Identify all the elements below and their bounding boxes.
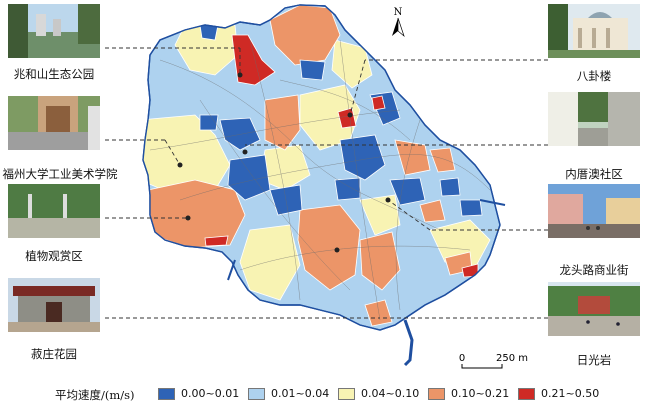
legend-label-3: 0.04~0.10: [361, 387, 420, 400]
caption-plant-area: 植物观赏区: [25, 249, 83, 263]
point-fzu-art: [177, 162, 183, 168]
location-points: [177, 72, 391, 253]
caption-fzu-art: 福州大学工业美术学院: [2, 167, 118, 181]
pier-west: [227, 259, 236, 281]
north-label: N: [394, 7, 403, 18]
zone-yellow-ne: [331, 39, 373, 89]
legend-swatch-4: [428, 387, 445, 400]
zone-orange-far-east: [429, 147, 456, 173]
leader-lines: [105, 47, 548, 319]
zone-orange-east: [394, 139, 431, 176]
north-arrow-icon: N: [392, 7, 405, 38]
photo-fzu-art: [8, 96, 100, 150]
caption-longtou-street: 龙头路商业街: [559, 263, 629, 277]
caption-shuzhuang-garden: 菽庄花园: [31, 347, 77, 361]
photo-longtou-street: [548, 184, 640, 238]
zone-yellow-east: [429, 219, 491, 269]
point-bagua: [347, 112, 353, 118]
legend-swatch-2: [248, 387, 265, 400]
zone-orange-south-tip: [364, 299, 393, 327]
zone-red-ne: [371, 95, 386, 111]
legend-item-1: 0.00~0.01: [158, 387, 239, 400]
photo-zhaohe-park: [8, 4, 100, 58]
photo-plant-area: [8, 184, 100, 238]
zone-blue-c3: [299, 59, 326, 81]
point-zhaohe-park: [237, 72, 243, 78]
zone-red-north: [231, 34, 276, 86]
caption-riguangyan: 日光岩: [576, 353, 612, 367]
point-neicuoao: [242, 149, 248, 155]
zone-blue-c6: [199, 114, 219, 131]
road-network: [149, 39, 491, 321]
island-border: [142, 4, 501, 331]
zone-blue-c7: [459, 199, 483, 217]
caption-neicuoao: 内厝澳社区: [565, 167, 623, 181]
legend-label-2: 0.01~0.04: [271, 387, 330, 400]
photo-shuzhuang-garden: [8, 278, 100, 332]
zone-yellow-se: [359, 194, 401, 236]
legend-item-3: 0.04~0.10: [338, 387, 419, 400]
zone-red-sw: [204, 235, 229, 247]
photo-neicuoao: [548, 92, 640, 146]
zone-orange-central: [264, 94, 301, 151]
legend-item-5: 0.21~0.50: [518, 387, 599, 400]
legend-label-4: 0.10~0.21: [451, 387, 510, 400]
legend-swatch-1: [158, 387, 175, 400]
photo-bagua-building: [548, 4, 640, 58]
legend-title: 平均速度/(m/s): [55, 388, 135, 402]
pier-east: [479, 199, 506, 206]
zone-orange-se: [359, 231, 401, 291]
zone-yellow-north: [174, 24, 239, 76]
scale-bar: 0 250 m: [459, 353, 528, 369]
scale-start: 0: [459, 353, 465, 364]
point-riguangyan: [334, 247, 340, 253]
caption-bagua-building: 八卦楼: [576, 69, 612, 83]
legend-item-4: 0.10~0.21: [428, 387, 509, 400]
legend-label-1: 0.00~0.01: [181, 387, 240, 400]
map-legend: 平均速度/(m/s) 0.00~0.01 0.01~0.04 0.04~0.10…: [0, 382, 650, 404]
zone-blue-c9: [439, 177, 461, 197]
zone-orange-east-small: [419, 199, 446, 223]
point-plant-area: [185, 215, 191, 221]
zone-blue-c4: [389, 177, 426, 206]
zone-blue-w2: [227, 154, 271, 201]
zone-blue-c8: [334, 177, 361, 201]
photo-riguangyan: [548, 282, 640, 336]
zone-blue-c1: [339, 134, 386, 181]
caption-zhaohe-park: 兆和山生态公园: [13, 67, 95, 81]
legend-swatch-3: [338, 387, 355, 400]
point-longtou: [385, 197, 391, 203]
legend-label-5: 0.21~0.50: [541, 387, 600, 400]
scale-end: 250 m: [496, 353, 528, 364]
pier-south: [403, 319, 414, 367]
legend-item-2: 0.01~0.04: [248, 387, 329, 400]
legend-swatch-5: [518, 387, 535, 400]
